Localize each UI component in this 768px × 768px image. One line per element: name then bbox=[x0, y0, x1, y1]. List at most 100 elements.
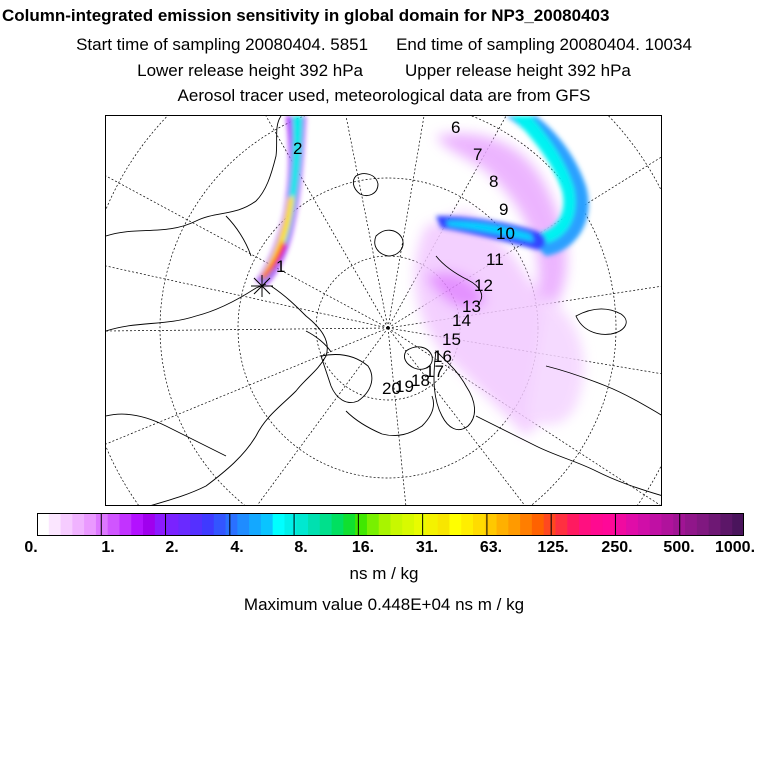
scale-swatch bbox=[60, 513, 73, 536]
max-value-label: Maximum value 0.448E+04 ns m / kg bbox=[243, 595, 525, 614]
scale-tick: 1. bbox=[101, 539, 115, 556]
day-label: 6 bbox=[451, 118, 460, 137]
scale-border bbox=[37, 513, 744, 536]
scale-swatch bbox=[626, 513, 639, 536]
map-canvas: 1 2 6 7 8 9 10 11 12 13 14 15 16 17 18 1… bbox=[106, 116, 661, 505]
sampling-times: Start time of sampling 20080404. 5851 End… bbox=[0, 35, 768, 55]
scale-tick: 1000. bbox=[714, 539, 756, 556]
scale-tick: 16. bbox=[351, 539, 375, 556]
scale-tick: 8. bbox=[294, 539, 308, 556]
release-heights: Lower release height 392 hPa Upper releas… bbox=[0, 61, 768, 81]
scale-swatch bbox=[378, 513, 392, 536]
scale-swatch bbox=[284, 513, 297, 536]
day-label: 16 bbox=[433, 347, 452, 366]
color-scale-bar bbox=[37, 513, 744, 536]
scale-swatch bbox=[107, 513, 121, 536]
scale-tick: 250. bbox=[601, 539, 633, 556]
scale-swatch bbox=[496, 513, 509, 536]
scale-swatch bbox=[425, 513, 439, 536]
scale-swatch bbox=[319, 513, 333, 536]
day-label: 7 bbox=[473, 145, 482, 164]
scale-tick: 31. bbox=[415, 539, 439, 556]
scale-swatch bbox=[732, 513, 744, 536]
day-label: 13 bbox=[462, 297, 481, 316]
polar-map: 1 2 6 7 8 9 10 11 12 13 14 15 16 17 18 1… bbox=[105, 115, 662, 506]
scale-swatch bbox=[696, 513, 710, 536]
day-label: 18 bbox=[411, 371, 430, 390]
scale-units: ns m / kg bbox=[349, 564, 419, 583]
day-label: 17 bbox=[425, 362, 444, 381]
scale-swatch bbox=[95, 513, 109, 536]
day-label: 19 bbox=[395, 377, 414, 396]
scale-swatch bbox=[213, 513, 227, 536]
day-label: 20 bbox=[382, 379, 401, 398]
scale-swatch bbox=[637, 513, 651, 536]
scale-swatch bbox=[48, 513, 62, 536]
scale-tick: 125. bbox=[537, 539, 569, 556]
day-label: 8 bbox=[489, 172, 498, 191]
scale-tick: 500. bbox=[663, 539, 695, 556]
scale-swatch bbox=[508, 513, 521, 536]
scale-swatch bbox=[472, 513, 486, 536]
day-label: 2 bbox=[293, 139, 302, 158]
day-label: 11 bbox=[486, 250, 504, 269]
release-location-marker bbox=[251, 275, 273, 297]
day-label: 12 bbox=[474, 276, 493, 295]
scale-swatch bbox=[272, 513, 286, 536]
sensitivity-field bbox=[256, 116, 589, 436]
scale-swatch bbox=[119, 513, 132, 536]
scale-swatch bbox=[249, 513, 262, 536]
scale-swatch bbox=[178, 513, 191, 536]
scale-swatch bbox=[402, 513, 415, 536]
plot-title: Column-integrated emission sensitivity i… bbox=[2, 6, 610, 25]
scale-swatch bbox=[567, 513, 580, 536]
scale-swatch bbox=[154, 513, 168, 536]
scale-swatch bbox=[520, 513, 533, 536]
scale-swatch bbox=[449, 513, 462, 536]
scale-tick: 2. bbox=[165, 539, 179, 556]
end-time-label: End time of sampling 20080404. 10034 bbox=[396, 35, 692, 54]
day-label: 1 bbox=[276, 257, 285, 276]
scale-swatch bbox=[190, 513, 203, 536]
scale-swatch bbox=[720, 513, 733, 536]
scale-swatch bbox=[685, 513, 698, 536]
scale-swatch bbox=[143, 513, 156, 536]
scale-swatch bbox=[237, 513, 250, 536]
scale-swatch bbox=[484, 513, 498, 536]
scale-swatch bbox=[72, 513, 85, 536]
lower-height-label: Lower release height 392 hPa bbox=[137, 61, 363, 80]
scale-swatch bbox=[355, 513, 368, 536]
scale-swatch bbox=[260, 513, 274, 536]
upper-height-label: Upper release height 392 hPa bbox=[405, 61, 631, 80]
scale-swatch bbox=[649, 513, 663, 536]
scale-swatch bbox=[602, 513, 615, 536]
scale-swatch bbox=[543, 513, 557, 536]
scale-swatch bbox=[225, 513, 238, 536]
scale-tick: 0. bbox=[24, 539, 38, 556]
start-time-label: Start time of sampling 20080404. 5851 bbox=[76, 35, 369, 54]
scale-swatch bbox=[37, 513, 50, 536]
scale-swatch bbox=[366, 513, 380, 536]
scale-swatch bbox=[555, 513, 568, 536]
day-label: 9 bbox=[499, 200, 508, 219]
scale-tick: 63. bbox=[479, 539, 503, 556]
scale-swatch bbox=[296, 513, 309, 536]
day-label: 10 bbox=[496, 224, 515, 243]
coastlines bbox=[106, 116, 661, 505]
scale-swatch bbox=[201, 513, 215, 536]
scale-swatch bbox=[166, 513, 179, 536]
scale-swatch bbox=[343, 513, 356, 536]
scale-swatch bbox=[590, 513, 604, 536]
scale-swatch bbox=[531, 513, 545, 536]
scale-swatch bbox=[708, 513, 722, 536]
scale-swatch bbox=[331, 513, 344, 536]
tracer-info: Aerosol tracer used, meteorological data… bbox=[177, 86, 591, 105]
scale-swatch bbox=[390, 513, 403, 536]
scale-swatch bbox=[661, 513, 674, 536]
scale-swatch bbox=[579, 513, 592, 536]
scale-swatch bbox=[461, 513, 474, 536]
day-label: 14 bbox=[452, 311, 471, 330]
day-labels: 1 2 6 7 8 9 10 11 12 13 14 15 16 17 18 1… bbox=[276, 118, 515, 398]
scale-swatch bbox=[308, 513, 321, 536]
scale-swatch bbox=[414, 513, 427, 536]
